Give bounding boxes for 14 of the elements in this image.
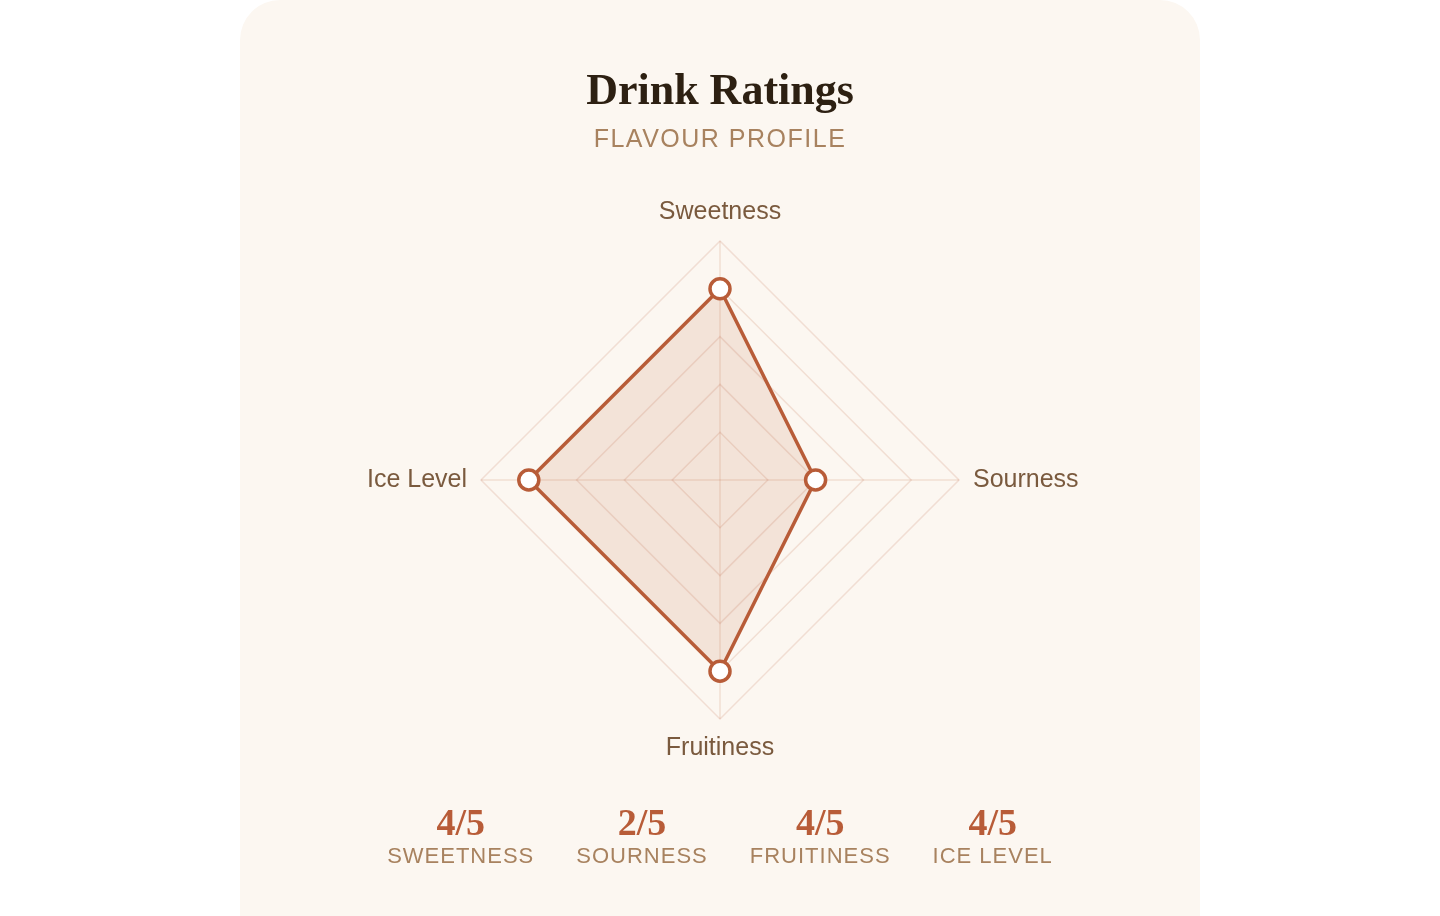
text: ICE LEVEL: [932, 843, 1053, 868]
text: SWEETNESS: [387, 843, 535, 868]
chart-subtitle: FLAVOUR PROFILE: [592, 123, 848, 154]
text: SOURNESS: [576, 843, 708, 868]
text: 4/5: [968, 800, 1017, 844]
text: 2/5: [617, 800, 667, 844]
spoke-label: Sourness: [973, 463, 1079, 492]
chart-title: Drink Ratings: [585, 64, 855, 116]
spoke-label: Fruitiness: [665, 731, 775, 760]
text: FRUITINESS: [749, 843, 891, 868]
text: 4/5: [795, 800, 845, 844]
spoke-label: Ice Level: [366, 463, 467, 492]
spoke-label: Sweetness: [658, 195, 782, 224]
text: 4/5: [436, 800, 485, 844]
